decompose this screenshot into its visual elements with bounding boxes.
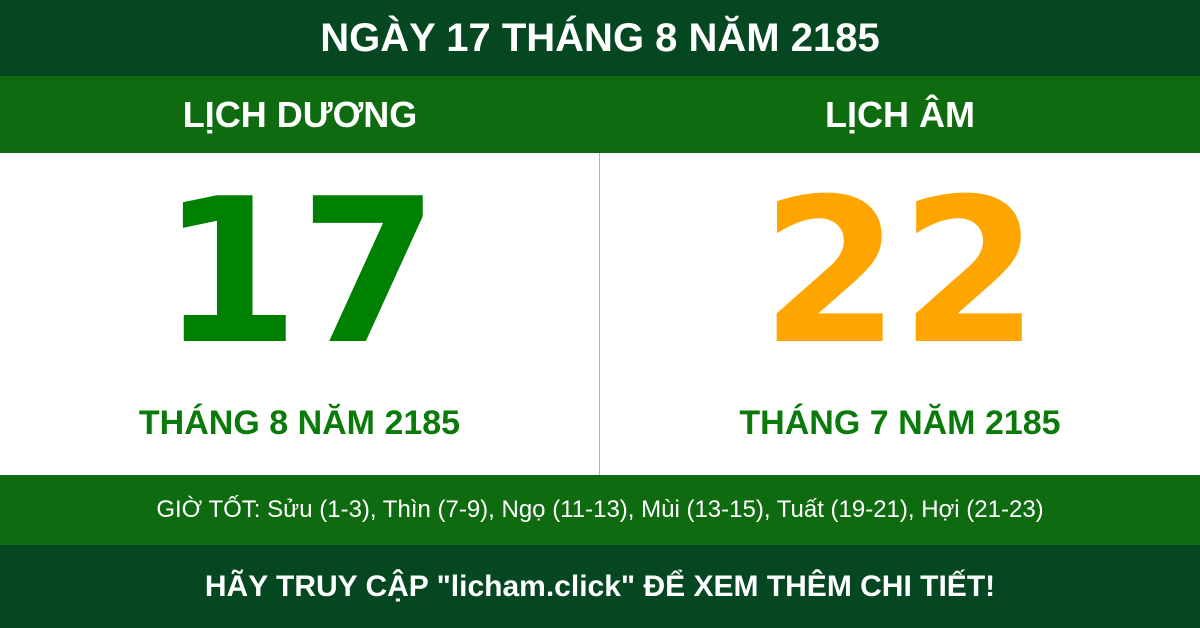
footer-cta: HÃY TRUY CẬP "licham.click" ĐỂ XEM THÊM … <box>0 545 1200 628</box>
page-title: NGÀY 17 THÁNG 8 NĂM 2185 <box>0 0 1200 76</box>
lunar-column: 22 THÁNG 7 NĂM 2185 <box>600 153 1200 475</box>
solar-column: 17 THÁNG 8 NĂM 2185 <box>0 153 600 475</box>
lunar-month-year: THÁNG 7 NĂM 2185 <box>739 404 1061 442</box>
calendar-body: 17 THÁNG 8 NĂM 2185 22 THÁNG 7 NĂM 2185 <box>0 153 1200 475</box>
lunar-day: 22 <box>760 157 1040 389</box>
solar-heading: LỊCH DƯƠNG <box>182 93 418 135</box>
good-hours: GIỜ TỐT: Sửu (1-3), Thìn (7-9), Ngọ (11-… <box>0 475 1200 545</box>
solar-day: 17 <box>160 157 439 389</box>
lunar-heading: LỊCH ÂM <box>825 93 975 135</box>
solar-month-year: THÁNG 8 NĂM 2185 <box>138 404 461 442</box>
calendar-headings: LỊCH DƯƠNG LỊCH ÂM <box>0 76 1200 153</box>
